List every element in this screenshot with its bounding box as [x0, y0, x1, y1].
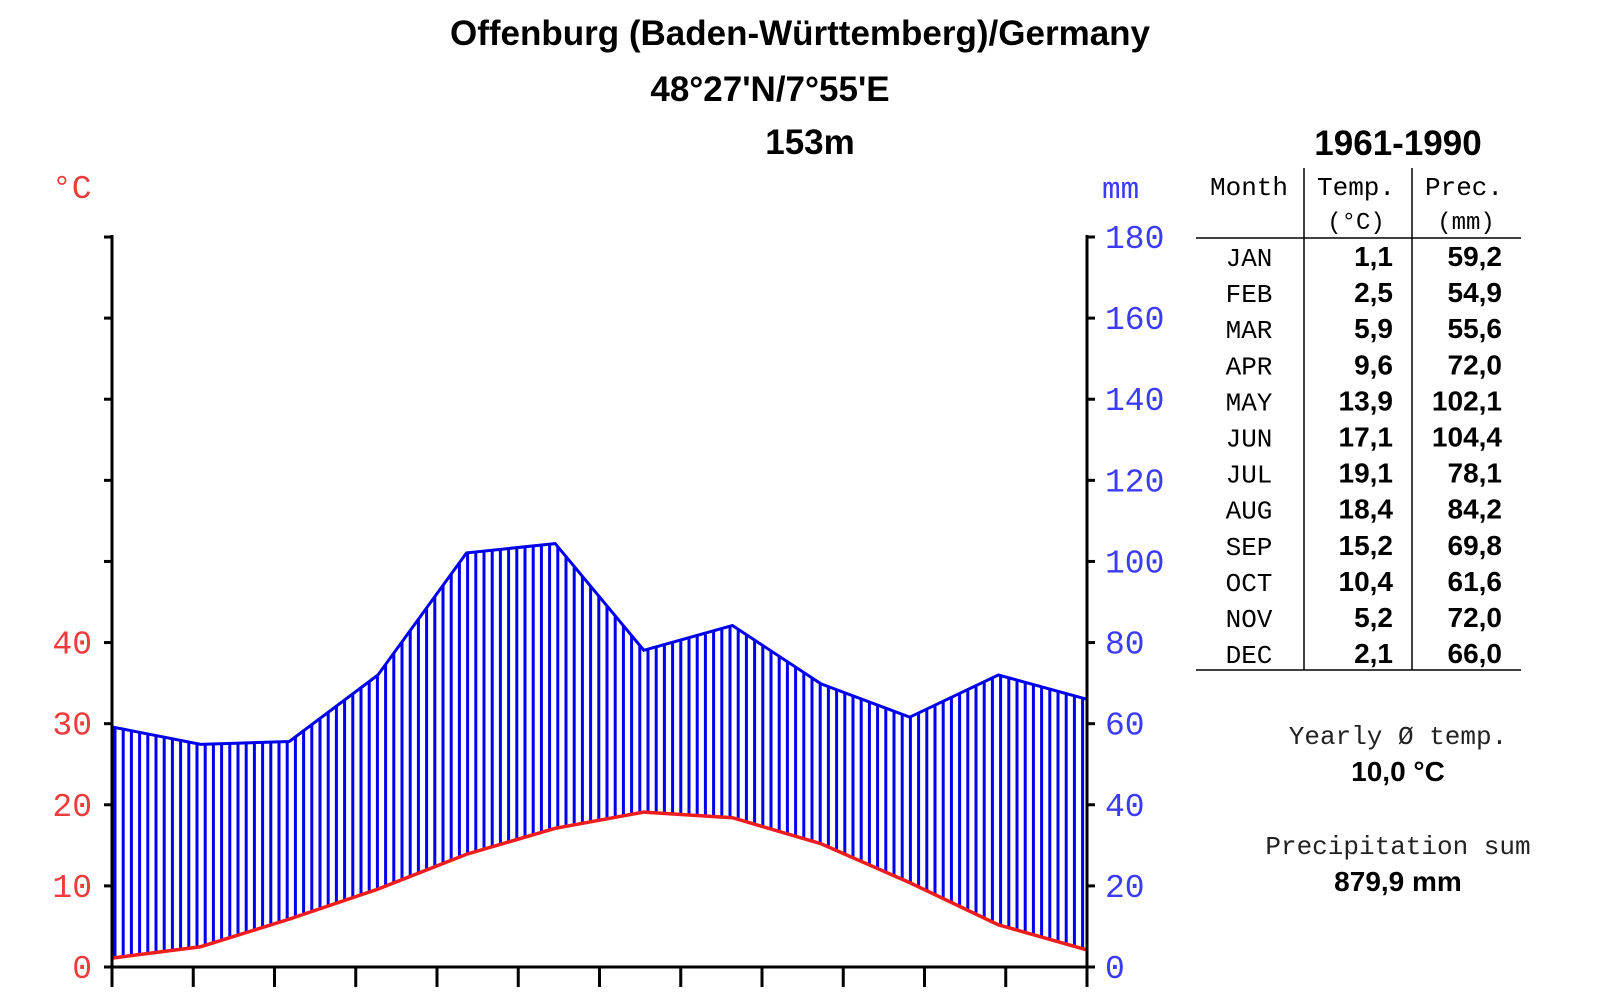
table-cell-month: DEC — [1226, 641, 1273, 671]
table-cell-prec: 84,2 — [1448, 494, 1503, 525]
table-cell-temp: 2,1 — [1354, 638, 1393, 669]
table-cell-temp: 15,2 — [1339, 530, 1394, 561]
table-header-temp-unit: (°C) — [1327, 210, 1385, 237]
table-cell-month: JUN — [1226, 425, 1273, 455]
table-cell-month: FEB — [1226, 280, 1273, 310]
table-cell-temp: 5,9 — [1354, 313, 1393, 344]
prec-sum-value: 879,9 mm — [1334, 866, 1462, 897]
yearly-temp-value: 10,0 °C — [1351, 756, 1445, 787]
table-header-month: Month — [1210, 173, 1288, 203]
temperature-series-line — [111, 810, 1088, 960]
table-cell-temp: 2,5 — [1354, 277, 1393, 308]
table-header-prec: Prec. — [1425, 173, 1503, 203]
table-cell-temp: 18,4 — [1339, 494, 1394, 525]
table-cell-month: SEP — [1226, 533, 1273, 563]
table-cell-prec: 66,0 — [1448, 638, 1503, 669]
table-cell-month: AUG — [1226, 497, 1273, 527]
table-cell-temp: 9,6 — [1354, 349, 1393, 380]
table-cell-prec: 78,1 — [1448, 458, 1503, 489]
table-cell-prec: 54,9 — [1448, 277, 1503, 308]
right-axis-tick-label: 120 — [1105, 464, 1164, 501]
left-axis-tick-label: 10 — [52, 870, 92, 907]
table-cell-prec: 72,0 — [1448, 602, 1503, 633]
table-cell-month: OCT — [1226, 569, 1273, 599]
summary-prec: Precipitation sum 879,9 mm — [1228, 832, 1568, 898]
right-axis-tick-label: 60 — [1105, 708, 1145, 745]
period-label: 1961-1990 — [1314, 124, 1482, 163]
table-cell-temp: 19,1 — [1339, 458, 1394, 489]
right-axis-tick-label: 80 — [1105, 627, 1145, 664]
right-axis-tick-label: 100 — [1105, 545, 1164, 582]
right-axis-unit-label: mm — [1102, 173, 1139, 208]
table-header-temp: Temp. — [1317, 173, 1395, 203]
left-axis-tick-label: 20 — [52, 789, 92, 826]
right-axis-tick-label: 0 — [1105, 951, 1125, 988]
right-axis-tick-label: 140 — [1105, 383, 1164, 420]
yearly-temp-label: Yearly Ø temp. — [1288, 722, 1508, 752]
table-cell-temp: 1,1 — [1354, 241, 1393, 272]
table-cell-temp: 5,2 — [1354, 602, 1393, 633]
table-cell-prec: 72,0 — [1448, 349, 1503, 380]
table-cell-temp: 13,9 — [1339, 385, 1394, 416]
table-cell-prec: 61,6 — [1448, 566, 1503, 597]
table-cell-prec: 55,6 — [1448, 313, 1503, 344]
prec-sum-label: Precipitation sum — [1265, 832, 1531, 862]
table-cell-month: MAR — [1226, 316, 1273, 346]
right-axis-tick-label: 180 — [1105, 221, 1164, 258]
left-axis-tick-label: 0 — [72, 951, 92, 988]
chart-coordinates: 48°27'N/7°55'E — [650, 70, 890, 109]
chart-title: Offenburg (Baden-Württemberg)/Germany — [449, 14, 1151, 53]
left-axis-unit-label: °C — [52, 171, 92, 208]
table-header-prec-unit: (mm) — [1437, 210, 1495, 237]
chart-elevation: 153m — [765, 123, 855, 162]
left-axis-tick-label: 40 — [52, 627, 92, 664]
summary-temp: Yearly Ø temp. 10,0 °C — [1228, 722, 1568, 788]
table-cell-temp: 10,4 — [1339, 566, 1394, 597]
table-cell-month: NOV — [1226, 605, 1273, 635]
precipitation-series-line — [111, 542, 1088, 746]
right-axis-tick-label: 20 — [1105, 870, 1145, 907]
table-cell-month: JAN — [1226, 244, 1273, 274]
table-cell-prec: 102,1 — [1432, 385, 1502, 416]
precipitation-hatching — [113, 544, 1085, 958]
table-cell-prec: 69,8 — [1448, 530, 1503, 561]
table-cell-prec: 104,4 — [1432, 422, 1502, 453]
table-cell-month: JUL — [1226, 461, 1273, 491]
table-cell-month: MAY — [1226, 388, 1273, 418]
table-cell-temp: 17,1 — [1339, 422, 1394, 453]
right-axis-tick-label: 40 — [1105, 789, 1145, 826]
right-axis-tick-label: 160 — [1105, 302, 1164, 339]
table-cell-month: APR — [1226, 352, 1273, 382]
left-axis-tick-label: 30 — [52, 708, 92, 745]
table-cell-prec: 59,2 — [1448, 241, 1503, 272]
